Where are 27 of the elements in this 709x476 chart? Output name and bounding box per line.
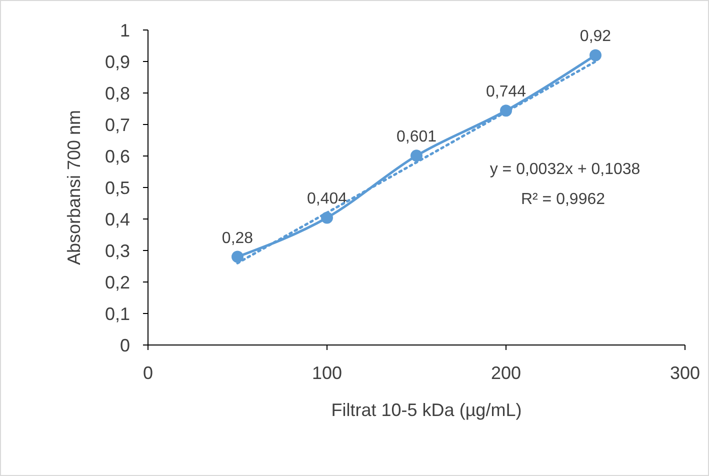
data-label: 0,601 bbox=[396, 128, 437, 146]
y-tick-label: 0,2 bbox=[104, 272, 130, 292]
y-tick-label: 0,1 bbox=[104, 304, 130, 324]
y-tick-label: 0,3 bbox=[104, 240, 130, 261]
x-tick-label: 0 bbox=[142, 363, 154, 383]
y-tick-label: 0,8 bbox=[104, 83, 130, 104]
x-tick-label: 100 bbox=[312, 363, 342, 383]
data-label: 0,404 bbox=[306, 190, 348, 208]
y-tick-label: 1 bbox=[120, 20, 130, 40]
y-tick-label: 0,5 bbox=[104, 178, 130, 198]
y-tick-label: 0,4 bbox=[104, 209, 130, 230]
annotation: y = 0,0032x + 0,1038 bbox=[490, 161, 640, 178]
y-tick-label: 0,7 bbox=[104, 114, 130, 135]
y-tick-label: 0,9 bbox=[104, 52, 130, 72]
x-tick-label: 300 bbox=[670, 363, 700, 383]
data-label: 0,744 bbox=[486, 84, 526, 101]
annotation: R² = 0,9962 bbox=[520, 191, 606, 208]
x-axis-title: Filtrat 10-5 kDa (µg/mL) bbox=[331, 400, 522, 420]
point bbox=[410, 150, 422, 162]
data-label: 0,28 bbox=[222, 230, 254, 247]
point bbox=[590, 49, 602, 62]
y-tick-label: 0 bbox=[120, 335, 130, 356]
y-axis-title: Absorbansi 700 nm bbox=[64, 110, 84, 266]
y-tick-label: 0,6 bbox=[104, 146, 130, 166]
point bbox=[232, 250, 244, 263]
x-tick-label: 200 bbox=[490, 363, 522, 383]
data-label: 0,92 bbox=[580, 28, 612, 46]
